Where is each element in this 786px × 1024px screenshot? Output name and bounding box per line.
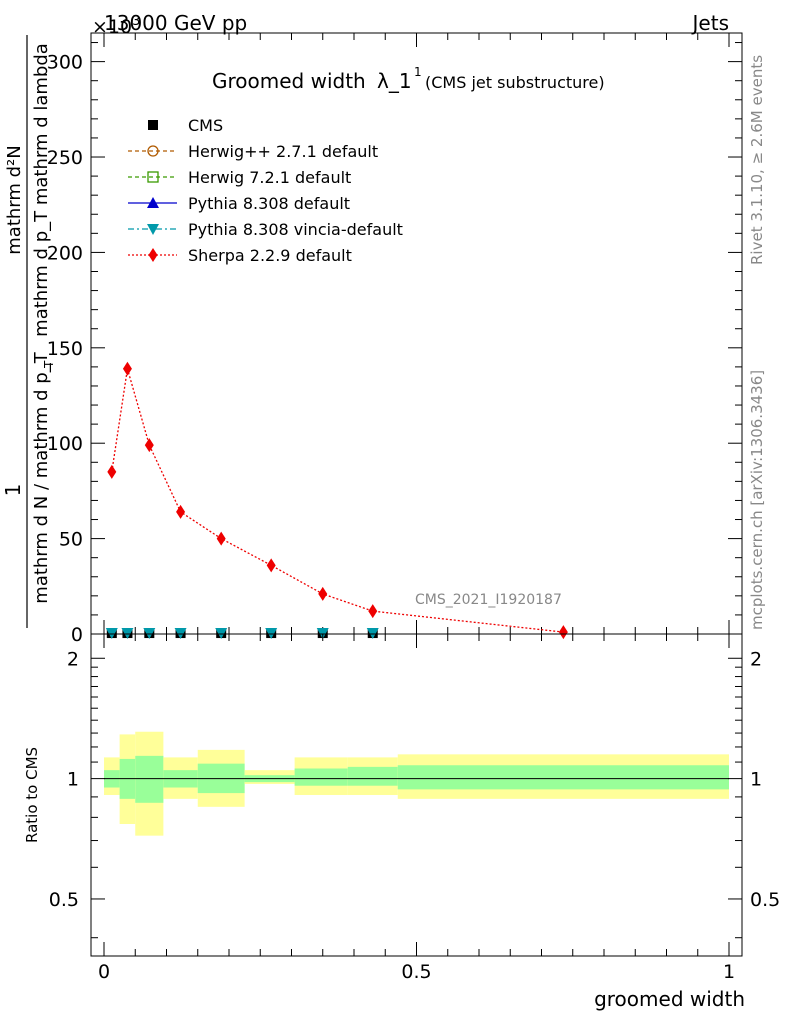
legend-entry-pythia-8-308-default: Pythia 8.308 default bbox=[128, 194, 350, 213]
ratio-x-axis: 0 0.5 1 bbox=[98, 634, 735, 983]
ratio-y-tick-label-right: 2 bbox=[750, 648, 762, 670]
main-y-tick-label: 100 bbox=[47, 433, 83, 455]
mcplots-label: mcplots.cern.ch [arXiv:1306.3436] bbox=[748, 370, 766, 630]
ylabel-prefactor: 1 bbox=[1, 484, 25, 497]
ratio-y-tick-label: 0.5 bbox=[49, 889, 79, 911]
legend-marker bbox=[147, 197, 159, 208]
legend-label: Herwig 7.2.1 default bbox=[188, 168, 351, 187]
legend-entry-herwig-7-2-1-default: Herwig 7.2.1 default bbox=[128, 168, 351, 187]
ylabel-inner-denominator: mathrm d p_T mathrm d lambda bbox=[31, 43, 52, 337]
legend: CMS Herwig++ 2.7.1 default Herwig 7.2.1 de… bbox=[128, 116, 403, 265]
legend-entry-herwig-2-7-1-default: Herwig++ 2.7.1 default bbox=[128, 142, 378, 161]
rivet-version-label: Rivet 3.1.10, ≥ 2.6M events bbox=[748, 55, 766, 265]
stat-uncertainty-band bbox=[294, 768, 348, 786]
legend-entry-pythia-8-308-vincia-default: Pythia 8.308 vincia-default bbox=[128, 220, 403, 239]
data-point-sherpa-2-2-9-default bbox=[107, 464, 117, 479]
stat-uncertainty-band bbox=[135, 755, 164, 803]
legend-label: Sherpa 2.2.9 default bbox=[188, 246, 352, 265]
x-tick-label: 1 bbox=[723, 961, 735, 983]
data-point-sherpa-2-2-9-default bbox=[176, 504, 186, 519]
x-tick-label: 0.5 bbox=[401, 961, 431, 983]
stat-uncertainty-band bbox=[397, 765, 729, 790]
legend-marker bbox=[147, 171, 159, 183]
title-main: Groomed width bbox=[212, 69, 366, 93]
data-point-sherpa-2-2-9-default bbox=[558, 625, 568, 640]
main-y-axis-label: 1 mathrm d N / mathrm d p_T mathrm d²N m… bbox=[1, 35, 56, 628]
ratio-y-tick-label: 2 bbox=[67, 648, 79, 670]
legend-marker bbox=[148, 248, 158, 262]
legend-marker bbox=[147, 145, 159, 157]
analysis-watermark: CMS_2021_I1920187 bbox=[415, 592, 562, 608]
ratio-y-axis: 0.5 0.5 1 1 2 2 bbox=[49, 648, 780, 939]
title-superscript: 1 bbox=[414, 65, 422, 79]
ratio-y-tick-label: 1 bbox=[67, 769, 79, 791]
main-panel: 0 50 100 150 200 250 300 CMS_2021_I1920187 bbox=[47, 32, 743, 646]
legend-label: Pythia 8.308 vincia-default bbox=[188, 220, 403, 239]
ratio-y-label: Ratio to CMS bbox=[23, 747, 41, 843]
main-y-tick-label: 200 bbox=[47, 242, 83, 264]
title-lambda: λ_1 bbox=[377, 69, 412, 93]
legend-marker bbox=[148, 120, 158, 130]
x-tick-label: 0 bbox=[98, 961, 110, 983]
ratio-panel: 0.5 0.51 12 2 0 0.5 1 Ratio to CMS groomed wi… bbox=[23, 633, 780, 1011]
main-y-tick-label: 50 bbox=[59, 529, 83, 551]
legend-marker bbox=[147, 224, 159, 235]
category-label: Jets bbox=[691, 11, 729, 35]
main-y-tick-label: 300 bbox=[47, 52, 83, 74]
ylabel-numerator: mathrm d²N bbox=[4, 145, 25, 254]
main-x-ticks bbox=[103, 33, 730, 634]
ratio-y-tick-label-right: 1 bbox=[750, 769, 762, 791]
main-y-tick-label: 0 bbox=[71, 624, 83, 646]
data-point-sherpa-2-2-9-default bbox=[266, 558, 276, 573]
main-y-tick-label: 150 bbox=[47, 338, 83, 360]
ylabel-denominator: mathrm d N / mathrm d p_T bbox=[31, 351, 52, 603]
stat-uncertainty-band bbox=[347, 766, 398, 786]
data-point-sherpa-2-2-9-default bbox=[122, 361, 132, 376]
legend-entry-cms: CMS bbox=[148, 116, 223, 135]
main-y-tick-label: 250 bbox=[47, 147, 83, 169]
legend-label: Pythia 8.308 default bbox=[188, 194, 350, 213]
data-point-sherpa-2-2-9-default bbox=[368, 604, 378, 619]
process-label: 13000 GeV pp bbox=[104, 11, 247, 35]
data-point-sherpa-2-2-9-default bbox=[318, 586, 328, 601]
data-point-sherpa-2-2-9-default bbox=[144, 438, 154, 453]
ratio-bands bbox=[104, 731, 729, 836]
legend-label: CMS bbox=[188, 116, 223, 135]
chart-title: Groomed width λ_1 1 (CMS jet substructur… bbox=[212, 65, 605, 93]
ylabel-subscript-t: T bbox=[42, 360, 56, 369]
legend-label: Herwig++ 2.7.1 default bbox=[188, 142, 378, 161]
x-axis-label: groomed width bbox=[594, 987, 745, 1011]
title-subtitle: (CMS jet substructure) bbox=[425, 73, 605, 92]
legend-entry-sherpa-2-2-9-default: Sherpa 2.2.9 default bbox=[128, 246, 352, 265]
ratio-y-tick-label-right: 0.5 bbox=[750, 889, 780, 911]
data-point-sherpa-2-2-9-default bbox=[216, 531, 226, 546]
main-y-axis: 0 50 100 150 200 250 300 bbox=[47, 42, 742, 646]
